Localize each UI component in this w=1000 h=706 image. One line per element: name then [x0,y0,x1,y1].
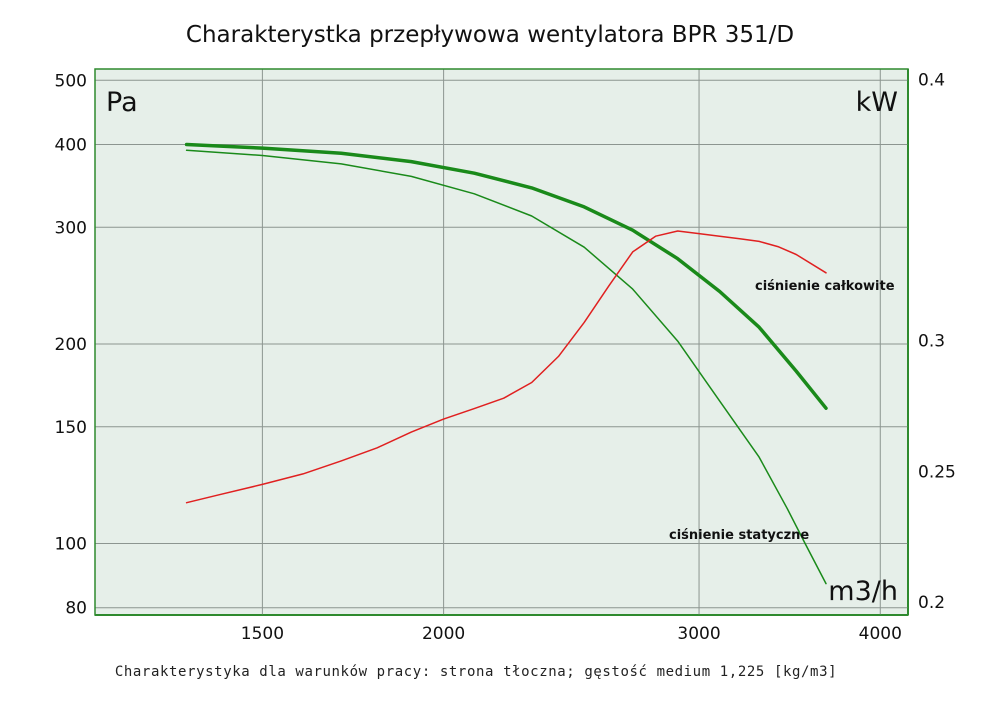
y-left-tick-label: 200 [55,335,87,355]
x-tick-label: 4000 [859,624,902,644]
y-left-tick-label: 500 [55,71,87,91]
y-right-tick-label: 0.4 [918,70,945,90]
right-axis-unit-label: kW [856,87,898,118]
y-left-tick-label: 150 [55,418,87,438]
series-line-pobor-mocy [185,230,827,504]
series-group [184,142,828,585]
series-line-cisnienie-statyczne [185,149,827,585]
plot-border [94,68,909,616]
x-axis-unit-label: m3/h [828,576,898,607]
left-axis-unit-label: Pa [106,87,138,118]
y-left-tick-label: 400 [55,136,87,156]
y-right-tick-label: 0.3 [918,332,945,352]
operating-conditions-note: Charakterystyka dla warunków pracy: stro… [115,664,837,680]
x-tick-label: 2000 [422,624,465,644]
y-right-tick-label: 0.25 [918,462,956,482]
y-left-tick-label: 100 [55,534,87,554]
static-pressure-label: ciśnienie statyczne [669,528,809,543]
series-line-cisnienie-calkowite [184,142,828,410]
x-tick-label: 3000 [677,624,720,644]
chart-title: Charakterystka przepływowa wentylatora B… [186,22,794,48]
tick-labels: 1500 2000 3000 4000 80 100 150 200 300 400 500 0.2 0… [55,70,956,644]
y-left-tick-label: 80 [65,599,87,619]
y-left-tick-label: 300 [55,218,87,238]
y-right-tick-label: 0.2 [918,593,945,613]
total-pressure-label: ciśnienie całkowite [755,279,895,294]
x-tick-label: 1500 [241,624,284,644]
